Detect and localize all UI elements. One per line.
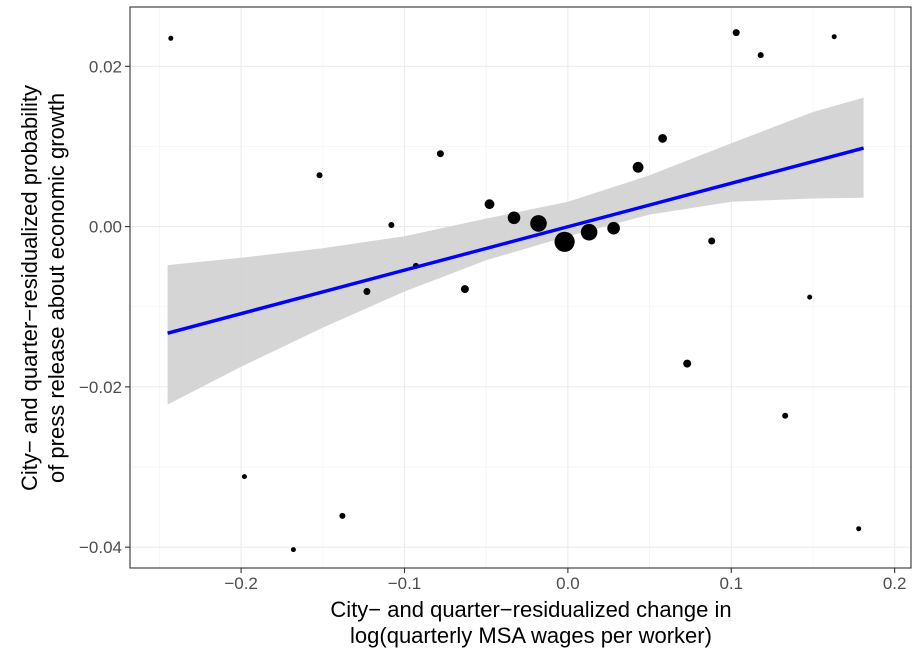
fit-line-group [167, 146, 865, 335]
scatter-point [807, 294, 813, 300]
y-tick-label: −0.02 [79, 378, 122, 397]
scatter-point [316, 172, 323, 179]
grid [130, 7, 911, 568]
scatter-point [363, 288, 371, 295]
scatter-point [708, 237, 716, 245]
y-tick-label: 0.02 [89, 57, 122, 76]
x-tick-label: 0.1 [719, 574, 743, 593]
y-tick-label: 0.00 [89, 218, 122, 237]
x-axis-title-line-1: City− and quarter−residualized change in [330, 597, 731, 622]
y-axis: −0.04 −0.02 0.00 0.02 [79, 57, 130, 557]
x-tick-label: 0.2 [883, 574, 907, 593]
scatter-point [339, 512, 346, 519]
x-tick-label: 0.0 [556, 574, 580, 593]
scatter-point [658, 134, 667, 143]
scatter-point [388, 222, 395, 228]
scatter-point [607, 221, 620, 235]
scatter-point [580, 223, 598, 241]
scatter-point [241, 474, 247, 480]
x-tick-label: −0.2 [224, 574, 258, 593]
panel-border [129, 6, 912, 569]
y-tick-label: −0.04 [79, 538, 122, 557]
y-axis-title-line-2: of press release about economic growth [44, 93, 69, 483]
scatter-point [554, 231, 575, 252]
scatter-point [530, 215, 547, 232]
scatter-point [290, 547, 296, 553]
scatter-point [436, 150, 444, 158]
scatter-point [460, 285, 469, 294]
confidence-band-group [167, 97, 864, 405]
scatter-point [732, 29, 740, 37]
scatter-point [782, 412, 789, 419]
scatter-point [757, 52, 764, 59]
x-axis: −0.2 −0.1 0.0 0.1 0.2 [224, 568, 906, 593]
y-axis-title-line-1: City− and quarter−residualized probabili… [17, 85, 42, 491]
x-axis-title-line-2: log(quarterly MSA wages per worker) [350, 623, 712, 648]
points-group [168, 29, 862, 553]
scatter-point [856, 526, 862, 532]
scatter-point [168, 35, 174, 41]
scatter-point [484, 199, 495, 210]
scatter-point [831, 34, 837, 40]
fit-line [167, 146, 865, 335]
scatter-point [683, 359, 692, 368]
x-tick-label: −0.1 [388, 574, 422, 593]
scatter-point [507, 211, 521, 225]
scatter-point [632, 161, 644, 173]
confidence-band [167, 97, 864, 405]
